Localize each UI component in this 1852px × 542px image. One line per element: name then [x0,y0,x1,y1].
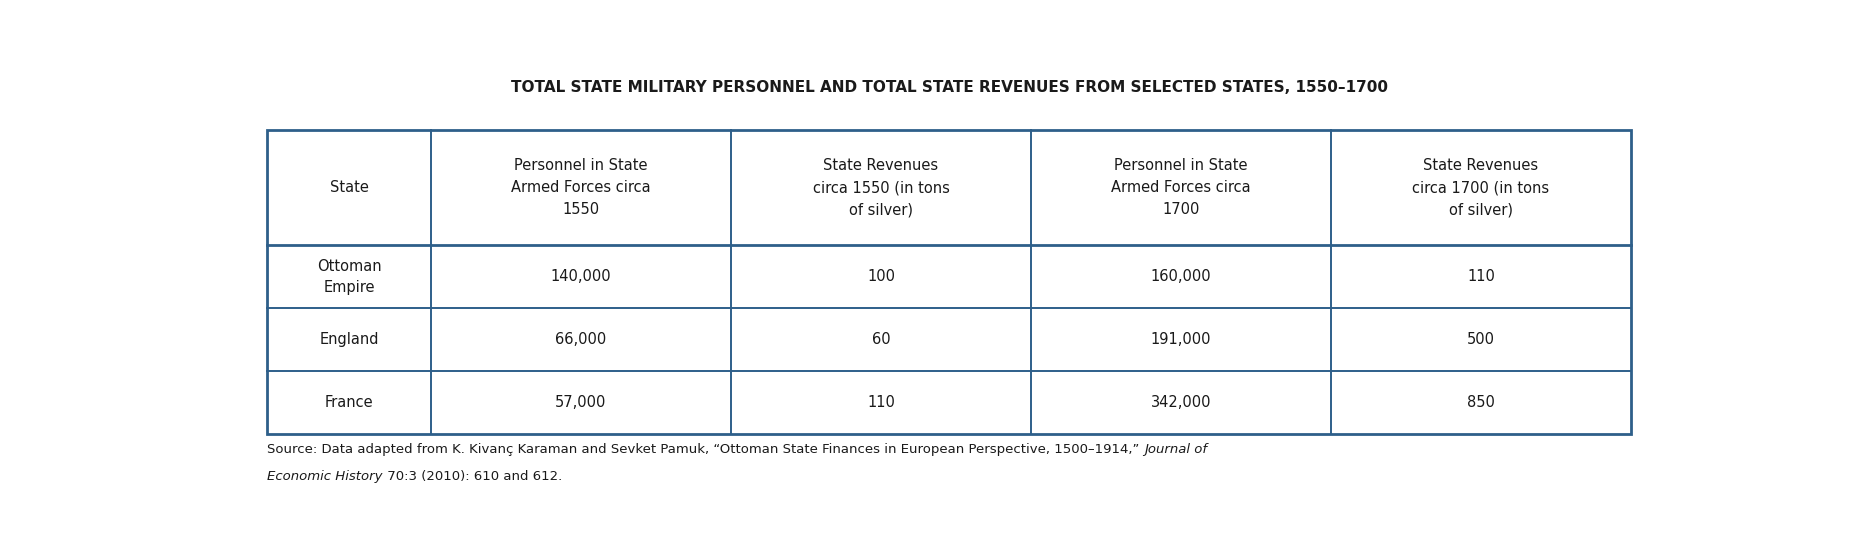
Text: 100: 100 [867,269,895,285]
Text: Personnel in State
Armed Forces circa
1550: Personnel in State Armed Forces circa 15… [511,158,650,217]
Text: 191,000: 191,000 [1150,332,1211,347]
Text: 110: 110 [867,396,895,410]
Text: State Revenues
circa 1550 (in tons
of silver): State Revenues circa 1550 (in tons of si… [813,158,950,217]
Text: 57,000: 57,000 [556,396,607,410]
Text: 342,000: 342,000 [1150,396,1211,410]
Text: 850: 850 [1467,396,1495,410]
Text: 66,000: 66,000 [556,332,607,347]
Text: Ottoman
Empire: Ottoman Empire [317,259,382,295]
Text: 110: 110 [1467,269,1495,285]
Text: 500: 500 [1467,332,1495,347]
Text: State: State [330,180,369,195]
Text: 160,000: 160,000 [1150,269,1211,285]
Text: Journal of: Journal of [1145,443,1208,456]
Bar [267,130,1632,434]
Text: TOTAL STATE MILITARY PERSONNEL AND TOTAL STATE REVENUES FROM SELECTED STATES, 15: TOTAL STATE MILITARY PERSONNEL AND TOTAL… [511,81,1387,95]
Text: France: France [324,396,374,410]
Text: Personnel in State
Armed Forces circa
1700: Personnel in State Armed Forces circa 17… [1111,158,1250,217]
Text: State Revenues
circa 1700 (in tons
of silver): State Revenues circa 1700 (in tons of si… [1413,158,1550,217]
Text: 140,000: 140,000 [550,269,611,285]
Text: 60: 60 [872,332,891,347]
Text: Economic History: Economic History [267,470,383,483]
Text: England: England [319,332,380,347]
Text: Source: Data adapted from K. Kivanç Karaman and Sevket Pamuk, “Ottoman State Fin: Source: Data adapted from K. Kivanç Kara… [267,443,1145,456]
Text: 70:3 (2010): 610 and 612.: 70:3 (2010): 610 and 612. [383,470,563,483]
